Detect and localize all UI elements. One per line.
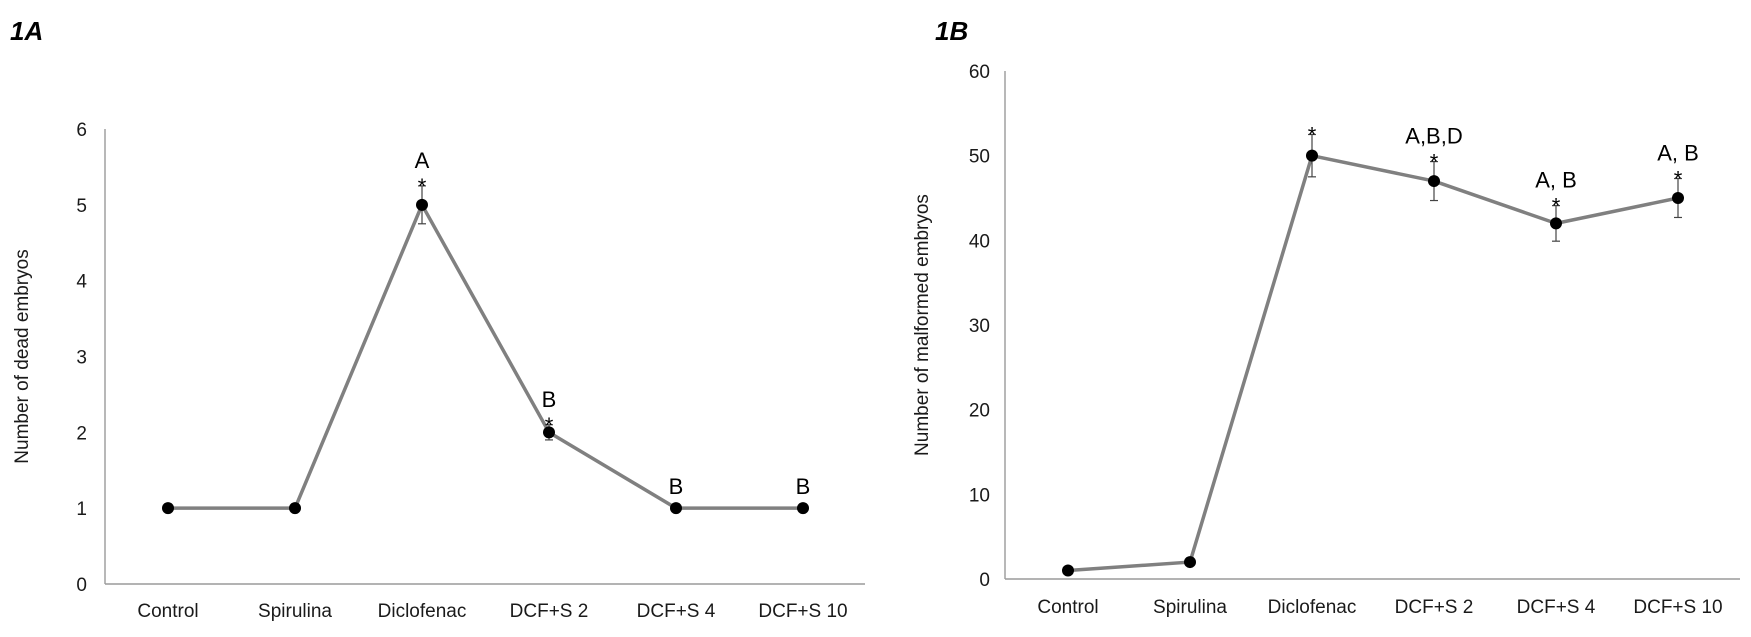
y-tick-label: 40: [969, 231, 990, 252]
x-tick-label: DCF+S 2: [1395, 597, 1474, 618]
data-point: [1672, 192, 1684, 204]
x-tick-label: Diclofenac: [1268, 597, 1357, 618]
chart-panel-1a: 1A 0 1 2 3 4 5 6 Number of dead embryos Control Sp…: [10, 16, 865, 622]
chart-panel-1b: 1B 0 10 20 30 40 50 60 Number of malformed embry…: [912, 16, 1740, 618]
y-tick-label: 1: [76, 499, 87, 520]
significance-letters: A: [415, 148, 430, 173]
y-tick-label: 20: [969, 401, 990, 422]
significance-letters: A, B: [1535, 168, 1577, 193]
series-line: [1067, 153, 1679, 573]
significance-letters: B: [796, 474, 811, 499]
x-tick-label: DCF+S 4: [1517, 597, 1596, 618]
data-point: [1550, 217, 1562, 230]
significance-letters: A, B: [1657, 141, 1699, 166]
significance-star: *: [545, 413, 554, 438]
data-point: [797, 502, 809, 515]
x-tick-label: Spirulina: [258, 601, 332, 622]
significance-letters: B: [669, 474, 684, 499]
y-tick-label: 0: [76, 575, 87, 596]
data-point: [543, 426, 555, 439]
x-tick-label: DCF+S 4: [637, 601, 716, 622]
y-tick-label: 60: [969, 62, 990, 83]
y-axis-title: Number of dead embryos: [12, 249, 33, 463]
data-point: [1428, 175, 1440, 188]
significance-star: *: [418, 174, 427, 199]
data-point: [1184, 556, 1196, 569]
significance-star: *: [1552, 194, 1561, 219]
significance-letters: A,B,D: [1405, 124, 1462, 149]
x-tick-label: Spirulina: [1153, 597, 1227, 618]
y-tick-label: 4: [76, 272, 87, 293]
x-tick-label: DCF+S 2: [510, 601, 589, 622]
y-tick-label: 10: [969, 485, 990, 506]
significance-star: *: [1674, 167, 1683, 192]
y-tick-label: 50: [969, 147, 990, 168]
x-tick-label: DCF+S 10: [758, 601, 847, 622]
y-tick-label: 30: [969, 316, 990, 337]
y-axis-title: Number of malformed embryos: [912, 194, 933, 456]
data-point: [670, 502, 682, 515]
x-tick-label: Control: [137, 601, 198, 622]
significance-letters: B: [542, 387, 557, 412]
panel-label: 1B: [935, 16, 968, 46]
y-tick-label: 2: [76, 423, 87, 444]
data-point: [1062, 564, 1074, 577]
data-point: [416, 198, 428, 211]
series-line: [168, 203, 803, 510]
panel-label: 1A: [10, 16, 43, 46]
data-point: [1306, 149, 1318, 162]
y-tick-label: 0: [979, 570, 990, 591]
y-tick-label: 3: [76, 348, 87, 369]
x-tick-label: Diclofenac: [378, 601, 467, 622]
data-point: [289, 502, 301, 515]
y-tick-label: 5: [76, 196, 87, 217]
x-tick-label: DCF+S 10: [1633, 597, 1722, 618]
y-tick-label: 6: [76, 120, 87, 141]
x-tick-label: Control: [1037, 597, 1098, 618]
data-point: [162, 502, 174, 515]
significance-star: *: [1308, 123, 1317, 148]
significance-star: *: [1430, 150, 1439, 175]
